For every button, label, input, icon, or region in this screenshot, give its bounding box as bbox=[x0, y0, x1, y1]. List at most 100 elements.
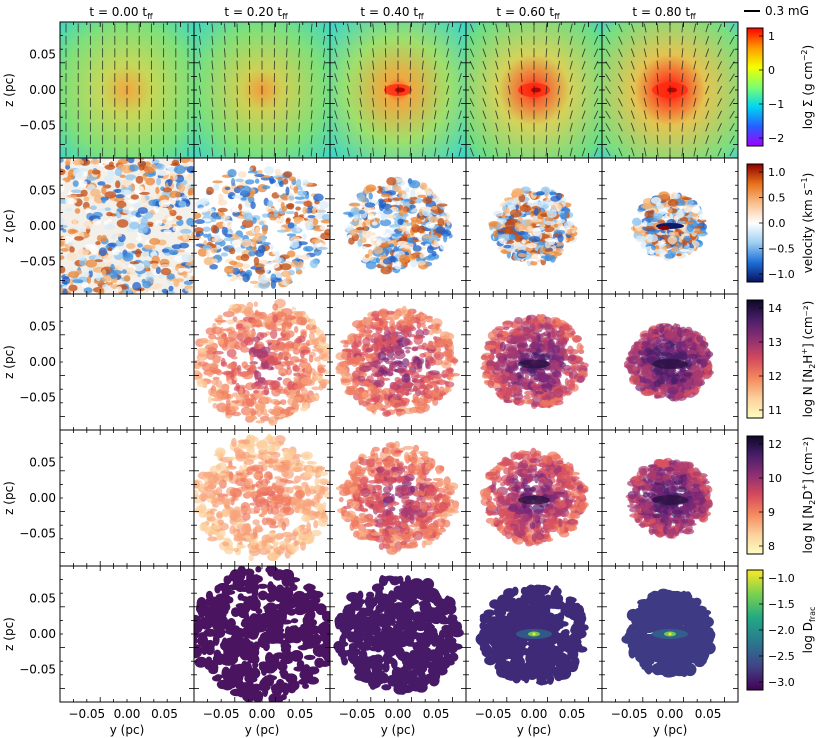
x-tick-label: 0.05 bbox=[695, 707, 722, 721]
panel-frame bbox=[59, 565, 195, 703]
y-axis-label: z (pc) bbox=[2, 209, 16, 243]
y-axis-label: z (pc) bbox=[2, 73, 16, 107]
colorbar-tick-label: 0.5 bbox=[768, 192, 786, 205]
n2dp-panel bbox=[335, 440, 460, 555]
colorbar-tick-label: 11 bbox=[768, 404, 782, 417]
x-tick-label: −0.05 bbox=[475, 707, 512, 721]
colorbar-tick-label: 13 bbox=[768, 336, 782, 349]
n2hp-panel bbox=[335, 305, 461, 417]
column-density-panel bbox=[602, 22, 738, 158]
n2hp-panel bbox=[623, 322, 714, 402]
colorbar-tick-label: 1.0 bbox=[768, 166, 786, 179]
x-axis-label: y (pc) bbox=[517, 723, 552, 737]
colorbar-tick-label: 12 bbox=[768, 370, 782, 383]
y-axis-label: z (pc) bbox=[2, 617, 16, 651]
x-tick-label: 0.05 bbox=[151, 707, 178, 721]
n2hp-panel bbox=[480, 313, 589, 409]
dfrac-panel bbox=[333, 575, 464, 695]
panel-frame bbox=[59, 293, 195, 431]
x-tick-label: 0.00 bbox=[521, 707, 548, 721]
x-tick-label: −0.05 bbox=[68, 707, 105, 721]
colorbar-label: log Σ (g cm−2) bbox=[800, 45, 815, 129]
colorbar-tick-label: −1 bbox=[768, 98, 784, 111]
colorbar-label: log Dfrac bbox=[801, 607, 817, 654]
y-tick-label: 0.00 bbox=[29, 627, 56, 641]
y-tick-label: 0.05 bbox=[29, 184, 56, 198]
y-tick-label: 0.05 bbox=[29, 592, 56, 606]
colorbar-tick-label: −2.0 bbox=[768, 624, 795, 637]
velocity-panel bbox=[488, 186, 580, 267]
colorbar bbox=[746, 299, 764, 419]
colorbar-tick-label: 12 bbox=[768, 438, 782, 451]
time-label: t = 0.60 tff bbox=[496, 5, 560, 21]
n2dp-panel bbox=[479, 447, 589, 547]
colorbar-tick-label: 10 bbox=[768, 472, 782, 485]
y-tick-label: −0.05 bbox=[19, 526, 56, 540]
dfrac-panel bbox=[475, 584, 589, 686]
y-tick-label: 0.05 bbox=[29, 320, 56, 334]
x-tick-label: 0.05 bbox=[287, 707, 314, 721]
colorbar-tick-label: 9 bbox=[768, 506, 775, 519]
n2hp-panel bbox=[194, 298, 330, 426]
colorbar-tick-label: 14 bbox=[768, 302, 782, 315]
y-tick-label: 0.05 bbox=[29, 456, 56, 470]
y-tick-label: −0.05 bbox=[19, 118, 56, 132]
x-axis-label: y (pc) bbox=[110, 723, 145, 737]
colorbar-label: velocity (km s−1) bbox=[800, 173, 815, 274]
x-tick-label: −0.05 bbox=[611, 707, 648, 721]
colorbar-tick-label: −2 bbox=[768, 132, 784, 145]
y-tick-label: 0.00 bbox=[29, 83, 56, 97]
colorbar-tick-label: −3.0 bbox=[768, 676, 795, 689]
x-tick-label: −0.05 bbox=[203, 707, 240, 721]
y-tick-label: −0.05 bbox=[19, 662, 56, 676]
x-tick-label: 0.00 bbox=[657, 707, 684, 721]
colorbar-label: log N [N2D+] (cm⁻²) bbox=[800, 437, 817, 554]
column-density-panel bbox=[330, 22, 466, 158]
colorbar-label: log N [N2H+] (cm⁻²) bbox=[800, 301, 817, 418]
velocity-panel bbox=[630, 191, 708, 262]
y-tick-label: 0.05 bbox=[29, 48, 56, 62]
y-tick-label: −0.05 bbox=[19, 390, 56, 404]
colorbar-tick-label: 0.0 bbox=[768, 217, 786, 230]
x-axis-label: y (pc) bbox=[245, 723, 280, 737]
n2dp-panel bbox=[625, 457, 713, 539]
n2dp-panel bbox=[194, 433, 330, 562]
time-label: t = 0.80 tff bbox=[632, 5, 696, 21]
y-tick-label: 0.00 bbox=[29, 491, 56, 505]
velocity-panel bbox=[342, 176, 453, 275]
time-label: t = 0.40 tff bbox=[360, 5, 424, 21]
x-tick-label: 0.05 bbox=[423, 707, 450, 721]
column-density-panel bbox=[60, 22, 194, 158]
column-density-panel bbox=[194, 22, 330, 158]
y-tick-label: 0.00 bbox=[29, 355, 56, 369]
colorbar-tick-label: −1.0 bbox=[768, 572, 795, 585]
colorbar bbox=[746, 27, 764, 147]
colorbar-tick-label: −1.0 bbox=[768, 268, 795, 281]
dfrac-panel bbox=[194, 566, 330, 702]
colorbar-tick-label: −0.5 bbox=[768, 243, 795, 256]
colorbar-tick-label: 0 bbox=[768, 64, 775, 77]
velocity-panel bbox=[194, 163, 330, 289]
y-axis-label: z (pc) bbox=[2, 481, 16, 515]
y-axis-label: z (pc) bbox=[2, 345, 16, 379]
dfrac-panel bbox=[621, 588, 716, 678]
colorbar-tick-label: 1 bbox=[768, 30, 775, 43]
y-tick-label: 0.00 bbox=[29, 219, 56, 233]
x-tick-label: 0.00 bbox=[249, 707, 276, 721]
x-tick-label: 0.05 bbox=[559, 707, 586, 721]
velocity-panel bbox=[60, 158, 194, 294]
x-axis-label: y (pc) bbox=[381, 723, 416, 737]
time-label: t = 0.00 tff bbox=[89, 5, 153, 21]
panel-frame bbox=[59, 429, 195, 567]
colorbar-tick-label: −1.5 bbox=[768, 598, 795, 611]
colorbar-tick-label: −2.5 bbox=[768, 650, 795, 663]
column-density-panel bbox=[466, 22, 602, 158]
x-tick-label: 0.00 bbox=[114, 707, 141, 721]
x-tick-label: −0.05 bbox=[339, 707, 376, 721]
y-tick-label: −0.05 bbox=[19, 254, 56, 268]
colorbar bbox=[746, 435, 764, 555]
time-label: t = 0.20 tff bbox=[224, 5, 288, 21]
colorbar-tick-label: 8 bbox=[768, 540, 775, 553]
x-tick-label: 0.00 bbox=[385, 707, 412, 721]
scale-bar-label: 0.3 mG bbox=[765, 4, 809, 18]
